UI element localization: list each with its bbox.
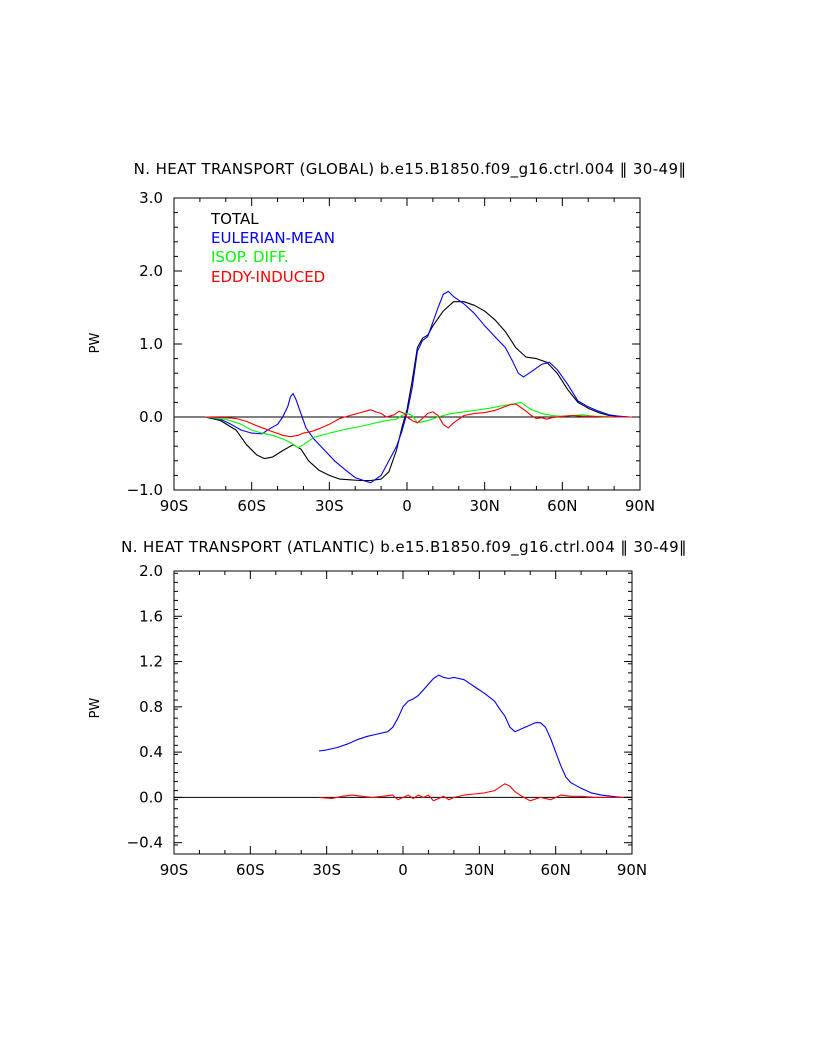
global-series-eulerian-mean	[205, 290, 640, 484]
atlantic-x-tick-label: 60N	[541, 861, 571, 879]
atlantic-x-tick-label: 90N	[617, 861, 647, 879]
global-series-group	[204, 290, 640, 484]
global-series-total	[204, 301, 640, 482]
global-y-tick-label: −1.0	[127, 481, 163, 499]
global-y-tick-label: 0.0	[139, 408, 163, 426]
atlantic-series-group	[318, 674, 632, 802]
atlantic-y-tick-label: 1.2	[139, 653, 163, 671]
atlantic-series-eulerian-mean	[318, 674, 632, 798]
atlantic-y-tick-label: 0.0	[139, 788, 163, 806]
global-x-tick-label: 60N	[547, 497, 577, 515]
atlantic-y-tick-label: 2.0	[139, 562, 163, 580]
atlantic-series-eddy-induced	[318, 783, 632, 802]
atlantic-chart-title: N. HEAT TRANSPORT (ATLANTIC) b.e15.B1850…	[121, 538, 687, 557]
atlantic-y-tick-label: 0.8	[139, 698, 163, 716]
atlantic-y-axis-label: PW	[88, 698, 103, 719]
global-x-tick-label: 60S	[237, 497, 266, 515]
legend-eddy-induced: EDDY-INDUCED	[211, 268, 325, 286]
atlantic-ticks: 90S 60S 30S 0 30N 60N 90N −0.4 0.0 0.4 0.8 1.2 1.6 2.…	[127, 562, 648, 879]
global-x-tick-label: 30N	[470, 497, 500, 515]
atlantic-x-tick-label: 60S	[236, 861, 265, 879]
global-legend: TOTAL EULERIAN-MEAN ISOP. DIFF. EDDY-IND…	[210, 210, 335, 286]
atlantic-x-tick-label: 30N	[464, 861, 494, 879]
global-x-tick-label: 90N	[625, 497, 655, 515]
atlantic-x-tick-label: 0	[398, 861, 408, 879]
global-panel: N. HEAT TRANSPORT (GLOBAL) b.e15.B1850.f…	[88, 160, 686, 515]
atlantic-y-tick-label: 0.4	[139, 743, 163, 761]
global-series-eddy-induced	[205, 403, 640, 438]
global-y-axis-label: PW	[88, 333, 103, 354]
legend-total: TOTAL	[210, 210, 259, 228]
global-chart-title: N. HEAT TRANSPORT (GLOBAL) b.e15.B1850.f…	[134, 160, 687, 179]
global-plot-frame	[173, 197, 641, 491]
global-series-isop-diff	[205, 401, 640, 449]
atlantic-x-tick-label: 90S	[160, 861, 189, 879]
atlantic-y-tick-label: 1.6	[139, 607, 163, 625]
atlantic-panel: N. HEAT TRANSPORT (ATLANTIC) b.e15.B1850…	[88, 538, 687, 879]
global-x-tick-label: 90S	[160, 497, 189, 515]
global-x-tick-label: 0	[402, 497, 412, 515]
atlantic-x-tick-label: 30S	[312, 861, 341, 879]
atlantic-plot-frame	[173, 570, 633, 855]
global-x-tick-label: 30S	[315, 497, 344, 515]
atlantic-y-tick-label: −0.4	[127, 834, 163, 852]
global-y-tick-label: 1.0	[139, 335, 163, 353]
legend-isop-diff: ISOP. DIFF.	[211, 248, 289, 266]
global-y-tick-label: 2.0	[139, 262, 163, 280]
global-y-tick-label: 3.0	[139, 189, 163, 207]
legend-eulerian-mean: EULERIAN-MEAN	[211, 229, 335, 247]
